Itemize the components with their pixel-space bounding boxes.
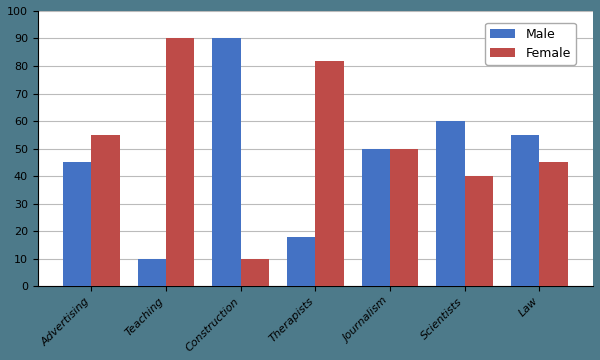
- Bar: [63, 162, 91, 286]
- Bar: [212, 39, 241, 286]
- Legend: Male, Female: Male, Female: [485, 23, 575, 65]
- Bar: [390, 149, 418, 286]
- Bar: [362, 149, 390, 286]
- Bar: [241, 259, 269, 286]
- Bar: [539, 162, 568, 286]
- Bar: [465, 176, 493, 286]
- Bar: [166, 39, 194, 286]
- Bar: [436, 121, 465, 286]
- Bar: [91, 135, 119, 286]
- Bar: [287, 237, 316, 286]
- Bar: [511, 135, 539, 286]
- Bar: [137, 259, 166, 286]
- Bar: [316, 60, 344, 286]
